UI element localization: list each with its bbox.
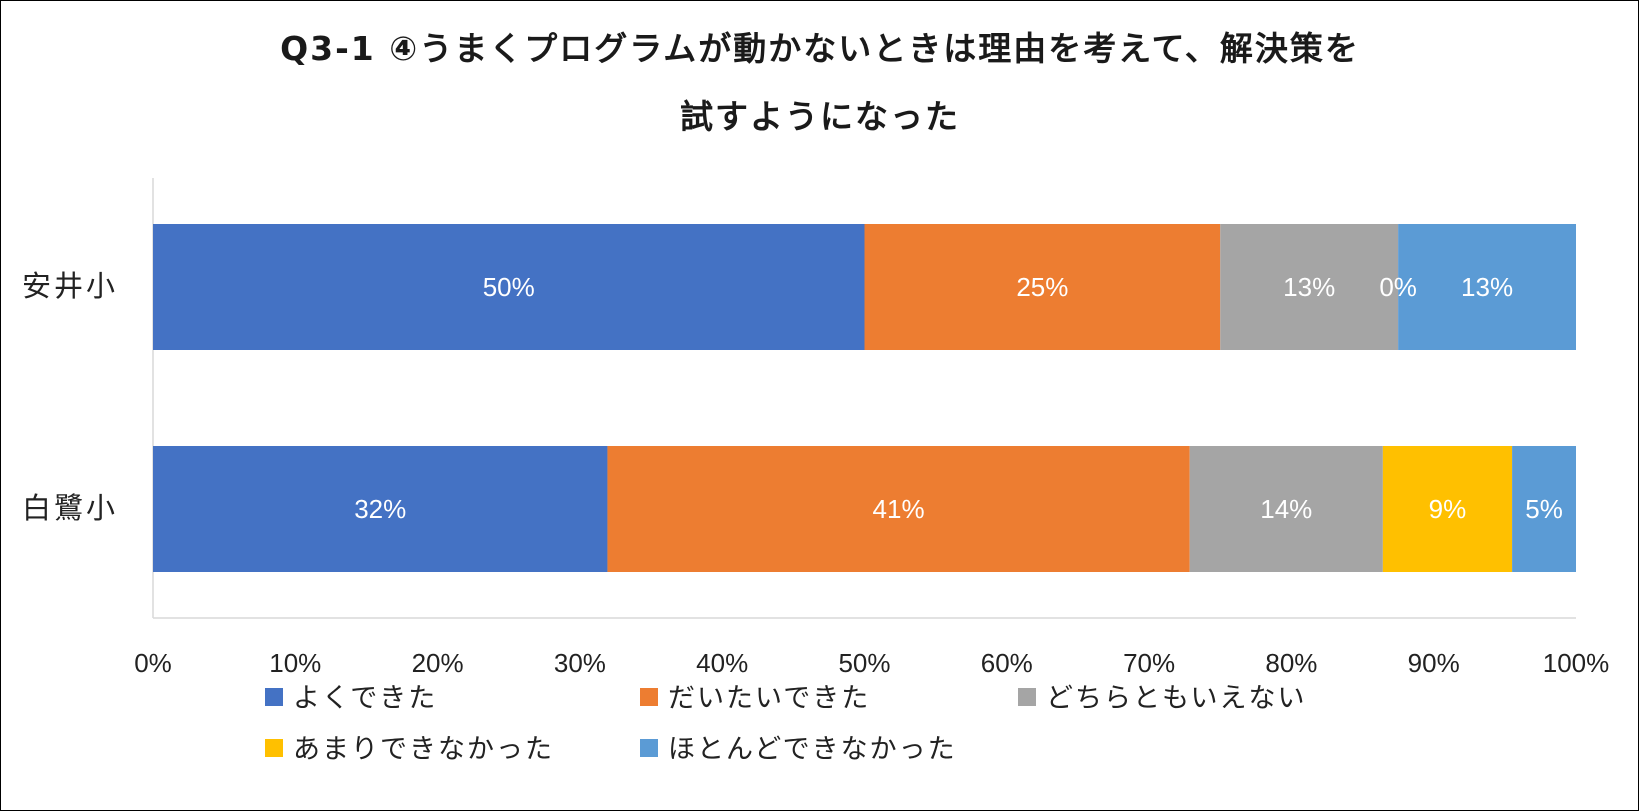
x-tick-label-0: 0% bbox=[134, 648, 172, 678]
x-tick-label-2: 20% bbox=[412, 648, 464, 678]
legend-label-4: ほとんどできなかった bbox=[668, 734, 957, 765]
legend-swatch-1 bbox=[640, 688, 658, 706]
legend-label-0: よくできた bbox=[293, 683, 437, 714]
bar-segment-0-1 bbox=[864, 224, 1221, 350]
bar-segment-0-0 bbox=[153, 224, 865, 350]
x-tick-label-10: 100% bbox=[1543, 648, 1610, 678]
chart-title-line-1: Q3-1 ④うまくプログラムが動かないときは理由を考えて、解決策を bbox=[280, 29, 1360, 68]
bar-segments bbox=[153, 224, 1576, 572]
x-tick-label-6: 60% bbox=[981, 648, 1033, 678]
bar-segment-1-4 bbox=[1512, 446, 1576, 572]
x-tick-label-3: 30% bbox=[554, 648, 606, 678]
chart-title-line-2: 試すようになった bbox=[680, 97, 960, 136]
bar-data-label-1-1: 41% bbox=[873, 494, 925, 524]
legend-swatch-0 bbox=[265, 688, 283, 706]
legend-label-1: だいたいできた bbox=[668, 683, 870, 714]
legend-label-3: あまりできなかった bbox=[293, 734, 554, 765]
bar-data-label-0-0: 50% bbox=[483, 272, 535, 302]
x-tick-label-5: 50% bbox=[838, 648, 890, 678]
bar-data-label-0-2: 13% bbox=[1283, 272, 1335, 302]
bar-segment-1-3 bbox=[1382, 446, 1513, 572]
bar-data-label-0-4: 13% bbox=[1461, 272, 1513, 302]
legend-label-2: どちらともいえない bbox=[1046, 683, 1306, 714]
bar-data-label-0-1: 25% bbox=[1016, 272, 1068, 302]
bar-data-label-1-0: 32% bbox=[354, 494, 406, 524]
legend-swatch-2 bbox=[1018, 688, 1036, 706]
bar-segment-1-2 bbox=[1189, 446, 1383, 572]
x-axis-ticks: 0% 10% 20% 30% 40% 50% 60% 70% 80% 90% 100% bbox=[134, 648, 1609, 678]
x-tick-label-8: 80% bbox=[1265, 648, 1317, 678]
x-tick-label-9: 90% bbox=[1408, 648, 1460, 678]
x-tick-label-1: 10% bbox=[269, 648, 321, 678]
bar-data-label-1-2: 14% bbox=[1260, 494, 1312, 524]
category-label-shirasagi: 白鷺小 bbox=[22, 491, 118, 525]
bar-data-label-1-3: 9% bbox=[1429, 494, 1467, 524]
bar-data-labels: 50% 25% 13% 0% 13% 32% 41% 14% 9% 5% bbox=[354, 272, 1563, 524]
bar-segment-1-0 bbox=[153, 446, 608, 572]
legend-swatch-3 bbox=[265, 739, 283, 757]
bar-data-label-1-4: 5% bbox=[1525, 494, 1563, 524]
legend-swatch-4 bbox=[640, 739, 658, 757]
category-label-yasui: 安井小 bbox=[22, 269, 118, 303]
x-tick-label-7: 70% bbox=[1123, 648, 1175, 678]
x-tick-label-4: 40% bbox=[696, 648, 748, 678]
bar-segment-1-1 bbox=[607, 446, 1190, 572]
bar-segment-0-4 bbox=[1398, 224, 1576, 350]
bar-segment-0-2 bbox=[1220, 224, 1399, 350]
bar-data-label-0-3: 0% bbox=[1379, 272, 1417, 302]
